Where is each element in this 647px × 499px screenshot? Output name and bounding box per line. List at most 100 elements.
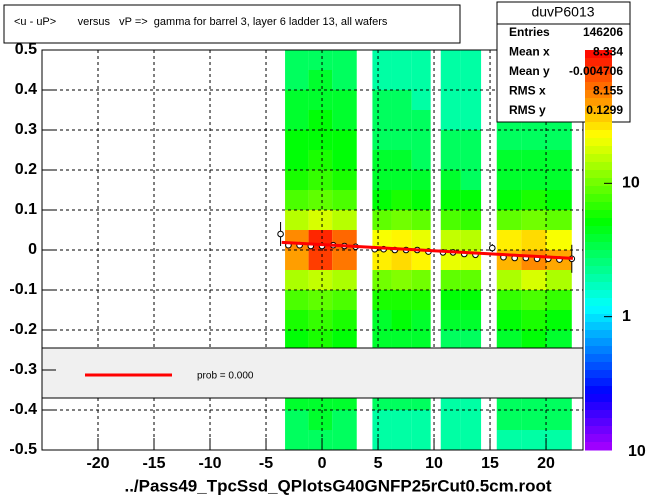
colorbar-segment [585, 210, 612, 219]
heat-cell [391, 210, 412, 230]
heat-cell [332, 190, 357, 210]
colorbar-segment [585, 322, 612, 331]
heat-cell [546, 230, 572, 250]
heat-cell [308, 270, 333, 290]
heat-cell [460, 410, 482, 430]
heat-cell [411, 190, 431, 210]
heat-cell [372, 50, 392, 70]
heat-cell [440, 430, 461, 450]
heat-cell [372, 190, 392, 210]
heat-cell [308, 190, 333, 210]
y-tick-label: -0.3 [9, 361, 37, 378]
heat-cell [411, 270, 431, 290]
heat-cell [546, 130, 572, 150]
heat-cell [285, 430, 309, 450]
colorbar-segment [585, 218, 612, 227]
heat-cell [372, 150, 392, 170]
colorbar-segment [585, 394, 612, 403]
heat-cell [391, 310, 412, 330]
heat-cell [332, 290, 357, 310]
heat-cell [332, 150, 357, 170]
heat-cell [285, 150, 309, 170]
heat-cell [546, 190, 572, 210]
heat-cell [460, 190, 482, 210]
heat-cell [332, 430, 357, 450]
heat-cell [391, 70, 412, 90]
heat-cell [440, 310, 461, 330]
colorbar-segment [585, 250, 612, 259]
heat-cell [308, 410, 333, 430]
z-tick-label: 10 [622, 175, 640, 192]
heat-cell [440, 290, 461, 310]
heat-cell [308, 170, 333, 190]
heat-cell [308, 110, 333, 130]
heat-cell [460, 330, 482, 350]
heat-cell [546, 310, 572, 330]
colorbar-segment [585, 194, 612, 203]
heat-cell [372, 210, 392, 230]
heat-cell [285, 330, 309, 350]
heat-cell [496, 430, 522, 450]
heat-cell [521, 270, 547, 290]
heat-cell [440, 110, 461, 130]
heat-cell [411, 250, 431, 270]
heat-cell [521, 290, 547, 310]
stats-value: 0.1299 [586, 103, 623, 117]
heat-cell [521, 150, 547, 170]
heat-cell [521, 310, 547, 330]
stats-title: duvP6013 [531, 4, 594, 20]
heat-cell [391, 170, 412, 190]
stats-name: RMS x [509, 84, 546, 98]
heat-cell [332, 90, 357, 110]
heat-cell [332, 310, 357, 330]
y-tick-label: -0.1 [9, 281, 37, 298]
heat-cell [496, 150, 522, 170]
y-tick-label: -0.2 [9, 321, 37, 338]
heat-cell [460, 310, 482, 330]
heat-cell [285, 190, 309, 210]
colorbar-segment [585, 290, 612, 299]
heat-cell [546, 330, 572, 350]
heat-cell [285, 130, 309, 150]
heat-cell [411, 410, 431, 430]
heat-cell [411, 210, 431, 230]
heat-cell [496, 330, 522, 350]
heat-cell [411, 230, 431, 250]
x-tick-label: -5 [259, 455, 273, 472]
z-tick-label: 10 [628, 443, 646, 460]
heat-cell [285, 50, 309, 70]
colorbar-segment [585, 266, 612, 275]
y-tick-label: 0 [28, 241, 37, 258]
heat-cell [440, 210, 461, 230]
colorbar-segment [585, 82, 612, 91]
colorbar-segment [585, 410, 612, 419]
heat-cell [411, 70, 431, 90]
heat-cell [391, 50, 412, 70]
heat-cell [440, 50, 461, 70]
colorbar-segment [585, 114, 612, 123]
x-axis-label: ../Pass49_TpcSsd_QPlotsG40GNFP25rCut0.5c… [124, 476, 551, 495]
heat-cell [546, 410, 572, 430]
heat-cell [546, 150, 572, 170]
heat-cell [372, 70, 392, 90]
x-tick-label: -20 [86, 455, 109, 472]
stats-name: Entries [509, 25, 550, 39]
colorbar-segment [585, 162, 612, 171]
colorbar-segment [585, 386, 612, 395]
heat-cell [308, 310, 333, 330]
heat-cell [411, 430, 431, 450]
heat-cell [308, 130, 333, 150]
heat-cell [460, 150, 482, 170]
colorbar-segment [585, 106, 612, 115]
heat-cell [391, 230, 412, 250]
heat-cell [372, 90, 392, 110]
heat-cell [460, 230, 482, 250]
colorbar-segment [585, 242, 612, 251]
stats-value: 8.334 [593, 45, 623, 59]
x-tick-label: 0 [318, 455, 327, 472]
heat-cell [411, 170, 431, 190]
heat-cell [372, 310, 392, 330]
y-tick-label: 0.2 [15, 161, 37, 178]
heat-cell [521, 430, 547, 450]
heat-cell [372, 430, 392, 450]
